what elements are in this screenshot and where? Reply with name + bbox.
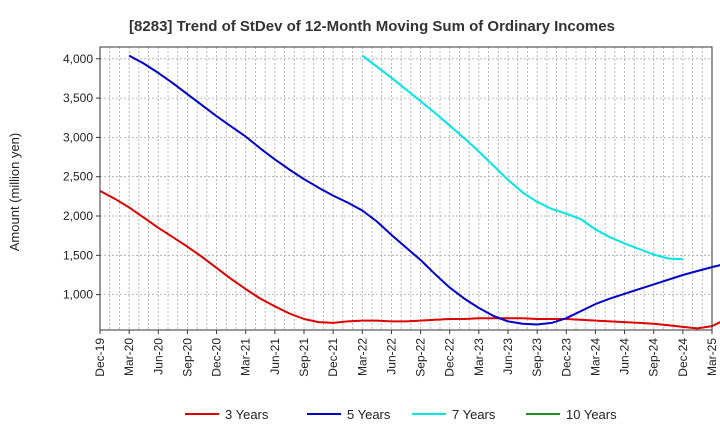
y-tick-label: 3,000 <box>63 130 93 144</box>
x-tick-label: Dec-24 <box>676 338 690 377</box>
x-tick-label: Mar-25 <box>705 338 719 376</box>
plot-frame <box>99 46 713 331</box>
y-axis-label: Amount (million yen) <box>7 133 22 252</box>
x-tick-label: Mar-23 <box>472 338 486 376</box>
legend-label: 3 Years <box>225 407 269 422</box>
y-tick-label: 2,500 <box>63 170 93 184</box>
y-tick-label: 2,000 <box>63 209 93 223</box>
x-tick-label: Sep-21 <box>297 338 311 377</box>
series-line-3-years <box>99 190 720 330</box>
x-tick-label: Mar-22 <box>355 338 369 376</box>
x-tick-label: Mar-24 <box>588 338 602 376</box>
x-tick-label: Jun-20 <box>151 338 165 375</box>
x-tick-label: Dec-21 <box>326 338 340 377</box>
x-tick-label: Jun-22 <box>384 338 398 375</box>
x-tick-label: Sep-23 <box>530 338 544 377</box>
series-line-7-years <box>361 54 683 261</box>
x-tick-label: Jun-21 <box>268 338 282 375</box>
legend-label: 5 Years <box>347 407 391 422</box>
x-tick-label: Mar-21 <box>239 338 253 376</box>
x-tick-label: Jun-24 <box>618 338 632 375</box>
x-axis-ticks: Dec-19 Mar-20 Jun-20 Sep-20 Dec-20 Mar-21 Jun-… <box>93 330 719 377</box>
x-tick-label: Sep-20 <box>180 338 194 377</box>
legend-label: 7 Years <box>452 407 496 422</box>
x-tick-label: Dec-23 <box>559 338 573 377</box>
series-lines <box>99 54 720 330</box>
grid <box>100 47 712 330</box>
y-tick-label: 1,000 <box>63 288 93 302</box>
x-tick-label: Jun-23 <box>501 338 515 375</box>
y-axis-ticks: 1,000 1,500 2,000 2,500 3,000 3,500 4,000 <box>63 52 100 302</box>
y-tick-label: 1,500 <box>63 248 93 262</box>
x-tick-label: Mar-20 <box>122 338 136 376</box>
x-tick-label: Dec-20 <box>210 338 224 377</box>
legend: 3 Years 5 Years 7 Years 10 Years <box>185 407 617 422</box>
x-tick-label: Dec-22 <box>443 338 457 377</box>
x-tick-label: Sep-24 <box>647 338 661 377</box>
series-line-5-years <box>128 54 720 326</box>
y-tick-label: 3,500 <box>63 91 93 105</box>
x-tick-label: Sep-22 <box>414 338 428 377</box>
legend-label: 10 Years <box>566 407 617 422</box>
chart-title: [8283] Trend of StDev of 12-Month Moving… <box>129 18 615 35</box>
y-tick-label: 4,000 <box>63 52 93 66</box>
x-tick-label: Dec-19 <box>93 338 107 377</box>
